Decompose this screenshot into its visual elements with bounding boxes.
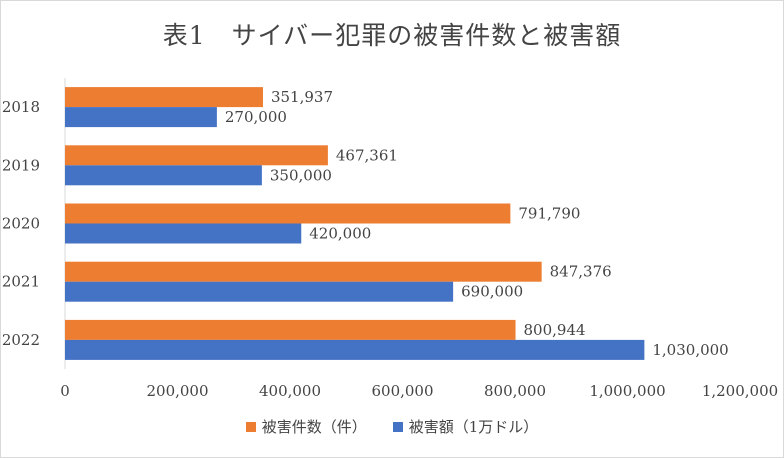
data-label: 350,000 (270, 166, 332, 184)
category-label: 2020 (2, 215, 40, 233)
data-label: 690,000 (461, 283, 523, 301)
legend-swatch-cases (245, 421, 256, 432)
data-label: 800,944 (524, 321, 586, 339)
data-label: 1,030,000 (652, 341, 728, 359)
legend-label-cases: 被害件数（件） (261, 418, 367, 436)
legend-item-amount: 被害額（1万ドル） (392, 416, 539, 437)
bar-cases (65, 203, 511, 224)
bar-cases (65, 87, 263, 108)
data-label: 467,361 (336, 146, 398, 164)
legend-swatch-amount (392, 421, 403, 432)
bar-amount (65, 107, 217, 128)
bar-amount (65, 165, 262, 186)
bar-amount (65, 339, 645, 360)
legend-label-amount: 被害額（1万ドル） (408, 418, 539, 436)
category-label: 2019 (2, 156, 40, 174)
x-tick-label: 1,000,000 (589, 382, 665, 400)
category-label: 2018 (2, 98, 40, 116)
x-tick-label: 0 (60, 382, 70, 400)
bar-amount (65, 223, 302, 244)
x-tick-label: 200,000 (146, 382, 208, 400)
chart-legend: 被害件数（件） 被害額（1万ドル） (0, 416, 784, 437)
data-label: 847,376 (550, 263, 612, 281)
x-tick-label: 600,000 (371, 382, 433, 400)
data-label: 270,000 (225, 108, 287, 126)
legend-item-cases: 被害件数（件） (245, 416, 367, 437)
category-label: 2022 (2, 331, 40, 349)
data-label: 351,937 (271, 88, 333, 106)
bar-cases (65, 145, 328, 166)
bar-cases (65, 261, 542, 282)
x-tick-label: 800,000 (484, 382, 546, 400)
bar-cases (65, 319, 516, 340)
x-tick-label: 400,000 (259, 382, 321, 400)
category-label: 2021 (2, 273, 40, 291)
bar-amount (65, 281, 454, 302)
data-label: 791,790 (518, 205, 580, 223)
data-label: 420,000 (309, 225, 371, 243)
x-tick-label: 1,200,000 (702, 382, 778, 400)
chart-title: 表1 サイバー犯罪の被害件数と被害額 (162, 21, 622, 50)
